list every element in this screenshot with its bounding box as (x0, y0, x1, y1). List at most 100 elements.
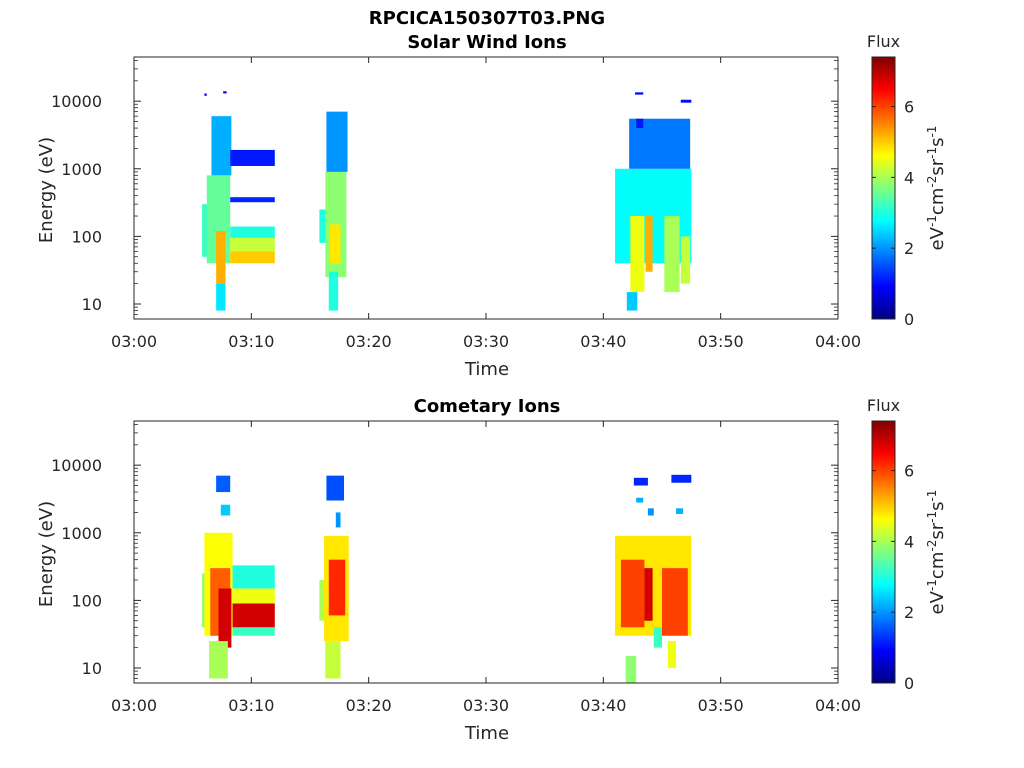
heatmap-cell (630, 216, 645, 293)
heatmap-cell (647, 508, 654, 516)
heatmap-cell (653, 627, 662, 648)
x-axis-label: Time (464, 359, 509, 380)
x-tick-label: 04:00 (815, 332, 861, 351)
heatmap-cell (232, 565, 275, 589)
heatmap-cell (218, 588, 232, 648)
heatmap-cell (636, 118, 644, 129)
y-tick-label: 100 (71, 591, 102, 610)
heatmap-cell (319, 209, 327, 243)
x-tick-label: 03:50 (698, 332, 744, 351)
colorbar-tick-label: 0 (904, 310, 914, 329)
heatmap-cell (223, 91, 227, 94)
heatmap-cells (134, 57, 838, 319)
heatmap-cell (620, 559, 645, 628)
x-tick-label: 03:50 (698, 696, 744, 715)
x-tick-label: 03:20 (346, 332, 392, 351)
heatmap-cell (204, 93, 207, 96)
y-tick-label: 10 (82, 295, 102, 314)
heatmap-cell (662, 568, 688, 636)
heatmap-cell (615, 168, 692, 264)
colorbar-tick-label: 6 (904, 462, 914, 481)
y-tick-label: 10 (82, 659, 102, 678)
x-tick-label: 03:20 (346, 696, 392, 715)
colorbar: 0 2 4 6 Flux eV-1​cm-2​sr-1​s-1​ (867, 396, 948, 693)
heatmap-cell (676, 508, 684, 514)
heatmap-cell (230, 149, 275, 166)
x-tick-label: 04:00 (815, 696, 861, 715)
heatmap-cell (626, 292, 638, 311)
colorbar-tick-label: 0 (904, 674, 914, 693)
heatmap-cell (216, 231, 226, 284)
colorbar-tick-label: 6 (904, 98, 914, 117)
x-tick-label: 03:10 (228, 696, 274, 715)
x-tick-label: 03:40 (580, 332, 626, 351)
heatmap-cell (644, 568, 653, 621)
plot-area (134, 421, 838, 683)
colorbar-label: eV-1​cm-2​sr-1​s-1​ (925, 490, 948, 615)
colorbar: 0 2 4 6 Flux eV-1​cm-2​sr-1​s-1​ (867, 32, 948, 329)
heatmap-cells (134, 421, 838, 683)
heatmap-cell (232, 627, 275, 636)
colorbar-gradient (871, 56, 896, 320)
x-tick-label: 03:00 (111, 332, 157, 351)
colorbar-tick-label: 4 (904, 532, 914, 551)
heatmap-cell (326, 111, 348, 172)
axes: 03:00 03:10 03:20 03:30 03:40 03:50 04:00 10 100… (51, 420, 861, 715)
heatmap-cell (220, 504, 231, 516)
y-axis-label: Energy (eV) (36, 137, 57, 243)
heatmap-cell (326, 475, 345, 501)
heatmap-cell (667, 641, 677, 669)
heatmap-cell (216, 283, 226, 311)
x-tick-label: 03:00 (111, 696, 157, 715)
x-axis-label: Time (464, 723, 509, 744)
heatmap-cell (671, 474, 692, 483)
y-tick-label: 10000 (51, 92, 102, 111)
heatmap-cell (633, 477, 648, 486)
plot-area (134, 57, 838, 319)
heatmap-cell (202, 204, 211, 257)
colorbar-title: Flux (867, 32, 900, 51)
axes: 03:00 03:10 03:20 03:30 03:40 03:50 04:00 10 100… (51, 56, 861, 351)
heatmap-cell (328, 271, 339, 311)
colorbar-tick-label: 2 (904, 603, 914, 622)
colorbar-label: eV-1​cm-2​sr-1​s-1​ (925, 126, 948, 251)
heatmap-cell (325, 641, 341, 679)
heatmap-cell (645, 216, 653, 272)
panel-cometary-ions: Cometary Ions 03:00 03:10 03:20 03:30 03:40 0… (36, 396, 948, 744)
y-tick-label: 1000 (61, 160, 102, 179)
heatmap-cell (328, 559, 346, 616)
heatmap-cell (319, 580, 326, 621)
heatmap-cell (680, 99, 692, 103)
x-tick-label: 03:10 (228, 332, 274, 351)
heatmap-cell (230, 226, 275, 238)
y-tick-label: 10000 (51, 456, 102, 475)
heatmap-cell (335, 512, 341, 528)
heatmap-cell (232, 603, 275, 628)
colorbar-tick-label: 2 (904, 239, 914, 258)
panel-solar-wind-ions: Solar Wind Ions 03:00 03:10 03:20 03:30 03:4… (36, 32, 948, 380)
heatmap-cell (635, 92, 644, 95)
y-tick-label: 1000 (61, 524, 102, 543)
heatmap-cell (230, 251, 275, 264)
heatmap-cell (636, 497, 644, 503)
heatmap-cell (680, 236, 691, 284)
colorbar-tick-label: 4 (904, 168, 914, 187)
heatmap-cell (230, 237, 275, 252)
colorbar-gradient (871, 420, 896, 684)
heatmap-cell (230, 197, 275, 203)
heatmap-cell (625, 656, 637, 683)
colorbar-title: Flux (867, 396, 900, 415)
heatmap-cell (211, 116, 232, 176)
x-tick-label: 03:40 (580, 696, 626, 715)
panel-title: Solar Wind Ions (407, 32, 566, 53)
x-tick-label: 03:30 (463, 332, 509, 351)
y-tick-label: 100 (71, 227, 102, 246)
heatmap-cell (664, 216, 680, 293)
panel-title: Cometary Ions (414, 396, 561, 417)
heatmap-cell (232, 588, 275, 604)
figure-title: RPCICA150307T03.PNG (369, 8, 605, 29)
y-axis-label: Energy (eV) (36, 501, 57, 607)
heatmap-cell (209, 641, 228, 679)
heatmap-cell (329, 224, 341, 264)
heatmap-cell (216, 475, 231, 493)
